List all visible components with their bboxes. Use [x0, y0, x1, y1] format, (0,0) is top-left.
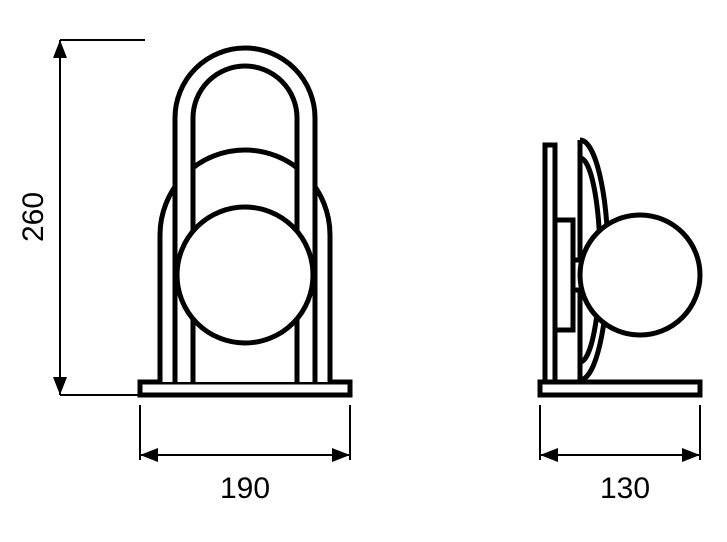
side-view	[540, 140, 700, 395]
arrowhead	[332, 448, 350, 462]
front-base	[140, 382, 350, 395]
arrowhead	[53, 40, 67, 58]
arrowhead	[540, 448, 558, 462]
arrowhead	[682, 448, 700, 462]
front-view	[140, 48, 350, 395]
side-globe	[580, 215, 700, 335]
dim-label-height: 260	[17, 192, 50, 242]
dim-label-width-side: 130	[600, 472, 650, 505]
arrowhead	[53, 377, 67, 395]
dim-label-width-front: 190	[220, 472, 270, 505]
front-globe	[177, 207, 313, 343]
technical-drawing: 260 190 130	[0, 0, 727, 542]
side-mount	[555, 220, 573, 330]
arrowhead	[140, 448, 158, 462]
side-base	[540, 382, 700, 395]
